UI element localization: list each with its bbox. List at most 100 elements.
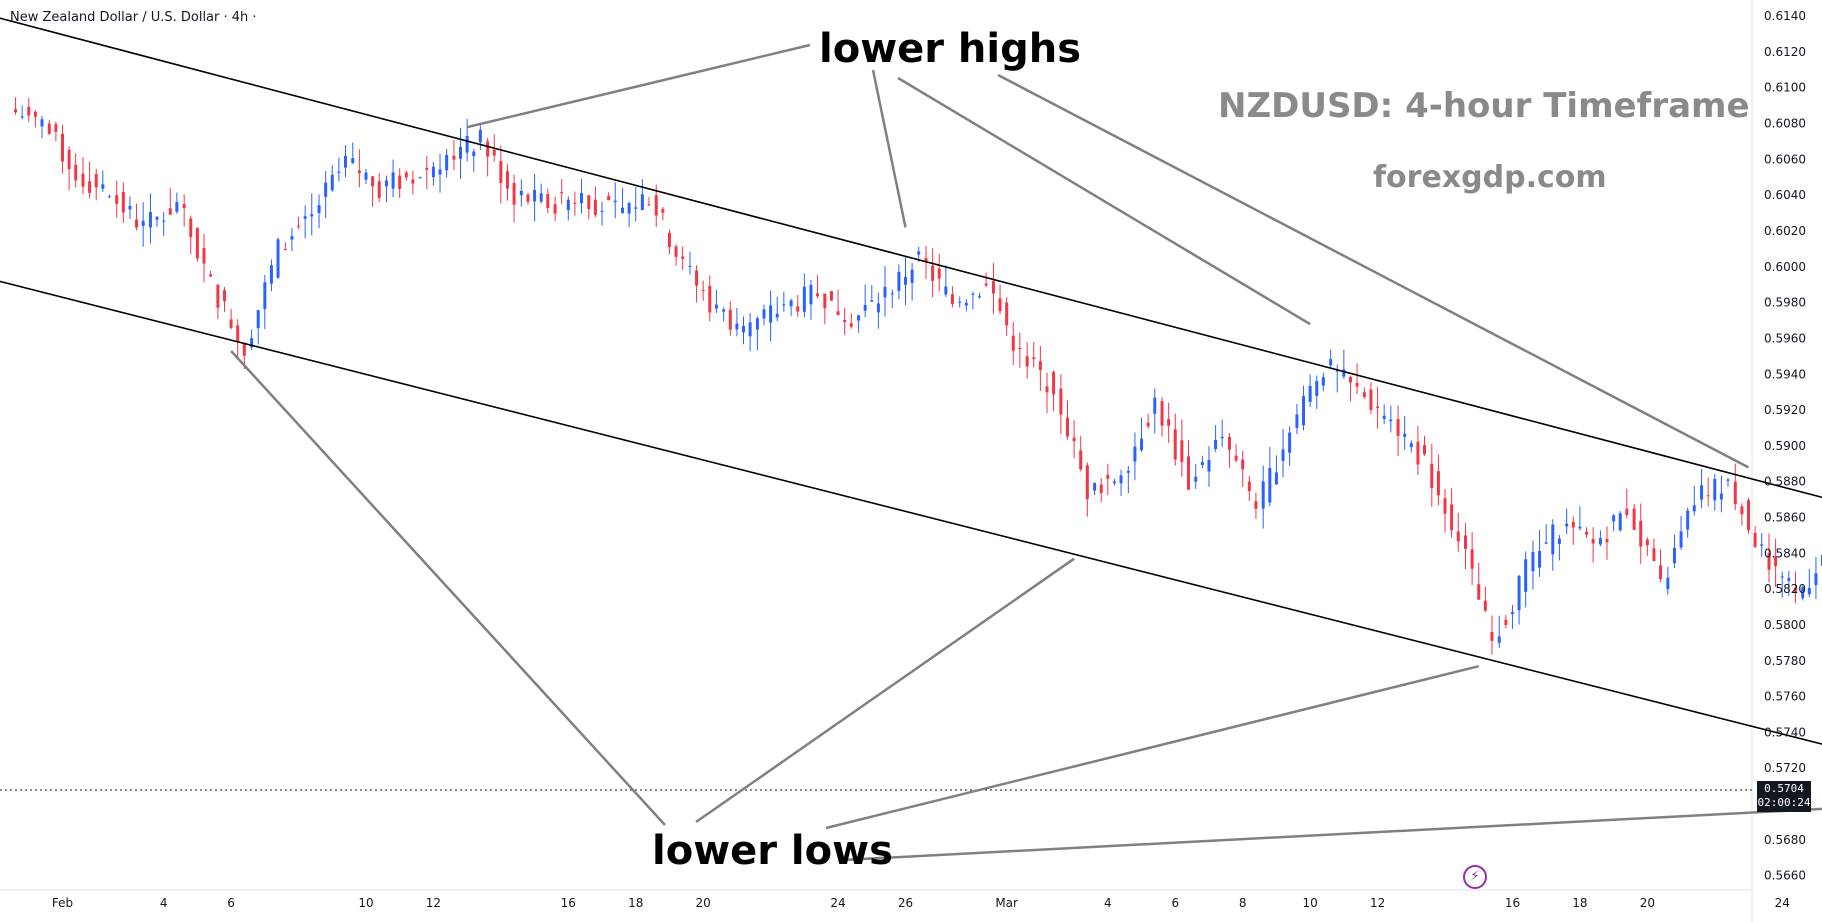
candle-body xyxy=(1706,495,1710,497)
candle-body xyxy=(708,285,712,313)
candle-body xyxy=(1085,465,1089,500)
candle-body xyxy=(411,179,415,184)
candle-body xyxy=(944,286,948,295)
time-tick-label: 4 xyxy=(1104,896,1112,910)
price-tick-label: 0.5960 xyxy=(1764,331,1806,345)
candle-body xyxy=(1220,436,1224,439)
candle-body xyxy=(1247,481,1251,492)
candle-body xyxy=(1112,481,1116,484)
price-tick-label: 0.5800 xyxy=(1764,618,1806,632)
price-tick-label: 0.6080 xyxy=(1764,117,1806,131)
time-tick-label: 18 xyxy=(628,896,643,910)
candle-body xyxy=(553,204,557,214)
candle-body xyxy=(789,300,793,307)
candle-body xyxy=(1787,577,1791,581)
candle-body xyxy=(1565,523,1569,527)
candle-body xyxy=(613,200,617,203)
candle-body xyxy=(216,284,220,308)
candle-body xyxy=(425,167,429,170)
candle-body xyxy=(1052,371,1056,395)
candle-body xyxy=(1807,587,1811,595)
pointer-high-3 xyxy=(897,76,1311,326)
candle-body xyxy=(14,109,18,113)
candle-body xyxy=(431,166,435,178)
lightning-icon[interactable]: ⚡ xyxy=(1463,865,1487,889)
candle-body xyxy=(168,208,172,215)
candle-body xyxy=(1005,302,1009,326)
time-tick-label: 18 xyxy=(1572,896,1587,910)
price-tick-label: 0.5660 xyxy=(1764,869,1806,883)
time-tick-label: 10 xyxy=(358,896,373,910)
candle-body xyxy=(1065,417,1069,437)
candle-body xyxy=(297,225,301,227)
candle-body xyxy=(816,293,820,297)
candle-body xyxy=(1146,422,1150,427)
candle-body xyxy=(141,220,145,226)
candle-body xyxy=(836,311,840,315)
price-tick-label: 0.5840 xyxy=(1764,546,1806,560)
candle-body xyxy=(573,202,577,204)
candle-body xyxy=(1288,432,1292,453)
price-tick-label: 0.6020 xyxy=(1764,224,1806,238)
price-tick-label: 0.6000 xyxy=(1764,260,1806,274)
candle-body xyxy=(1591,539,1595,544)
price-axis[interactable]: 0.6140 0.6120 0.6100 0.6080 0.6060 0.6040 0.60… xyxy=(1764,9,1806,883)
candle-body xyxy=(1295,414,1299,428)
chart-headline: NZDUSD: 4-hour Timeframe xyxy=(1218,86,1750,126)
candle-body xyxy=(634,207,638,209)
candle-body xyxy=(1079,450,1083,470)
candle-body xyxy=(1133,446,1137,462)
candle-body xyxy=(486,141,490,157)
candle-body xyxy=(1814,573,1818,586)
candle-body xyxy=(890,293,894,295)
candle-body xyxy=(195,227,199,259)
candle-body xyxy=(1241,459,1245,470)
candle-body xyxy=(998,298,1002,312)
candle-body xyxy=(984,283,988,286)
pointer-high-4 xyxy=(997,73,1750,469)
pointer-low-2 xyxy=(695,557,1075,824)
time-tick-label: 26 xyxy=(898,896,913,910)
candle-body xyxy=(1645,539,1649,546)
symbol-title[interactable]: New Zealand Dollar / U.S. Dollar · 4h · xyxy=(10,10,257,25)
candle-body xyxy=(1281,449,1285,461)
candle-body xyxy=(283,248,287,250)
candle-body xyxy=(391,172,395,189)
candle-body xyxy=(924,257,928,262)
candle-body xyxy=(1180,440,1184,463)
candle-body xyxy=(762,309,766,319)
candle-body xyxy=(1106,474,1110,479)
candle-body xyxy=(1652,548,1656,561)
candle-body xyxy=(1274,472,1278,485)
pointer-high-2 xyxy=(871,69,907,228)
time-tick-label: Feb xyxy=(52,896,73,910)
candle-body xyxy=(290,236,294,240)
time-tick-label: 24 xyxy=(830,896,845,910)
time-tick-label: 4 xyxy=(160,896,168,910)
price-tick-label: 0.5820 xyxy=(1764,582,1806,596)
candle-body xyxy=(1140,438,1144,451)
price-tick-label: 0.6060 xyxy=(1764,152,1806,166)
candle-body xyxy=(1348,376,1352,383)
trend-channel xyxy=(0,17,1822,745)
candle-body xyxy=(74,164,78,181)
time-tick-label: 12 xyxy=(426,896,441,910)
price-tick-label: 0.5680 xyxy=(1764,833,1806,847)
candle-body xyxy=(1578,526,1582,529)
candle-body xyxy=(1538,551,1542,568)
candle-body xyxy=(61,133,64,162)
time-tick-label: Mar xyxy=(995,896,1018,910)
plot-area[interactable] xyxy=(0,0,1752,890)
candle-body xyxy=(459,146,463,159)
pointer-low-4 xyxy=(842,807,1822,862)
candle-body xyxy=(937,268,941,279)
candle-body xyxy=(1416,441,1420,465)
candle-body xyxy=(256,310,260,329)
candle-body xyxy=(1038,361,1042,371)
candle-body xyxy=(735,323,739,330)
candle-body xyxy=(472,151,476,157)
candle-body xyxy=(20,116,24,118)
candle-body xyxy=(580,193,584,204)
time-axis[interactable]: Feb4610121618202426Mar468101216182024263… xyxy=(52,896,1822,910)
